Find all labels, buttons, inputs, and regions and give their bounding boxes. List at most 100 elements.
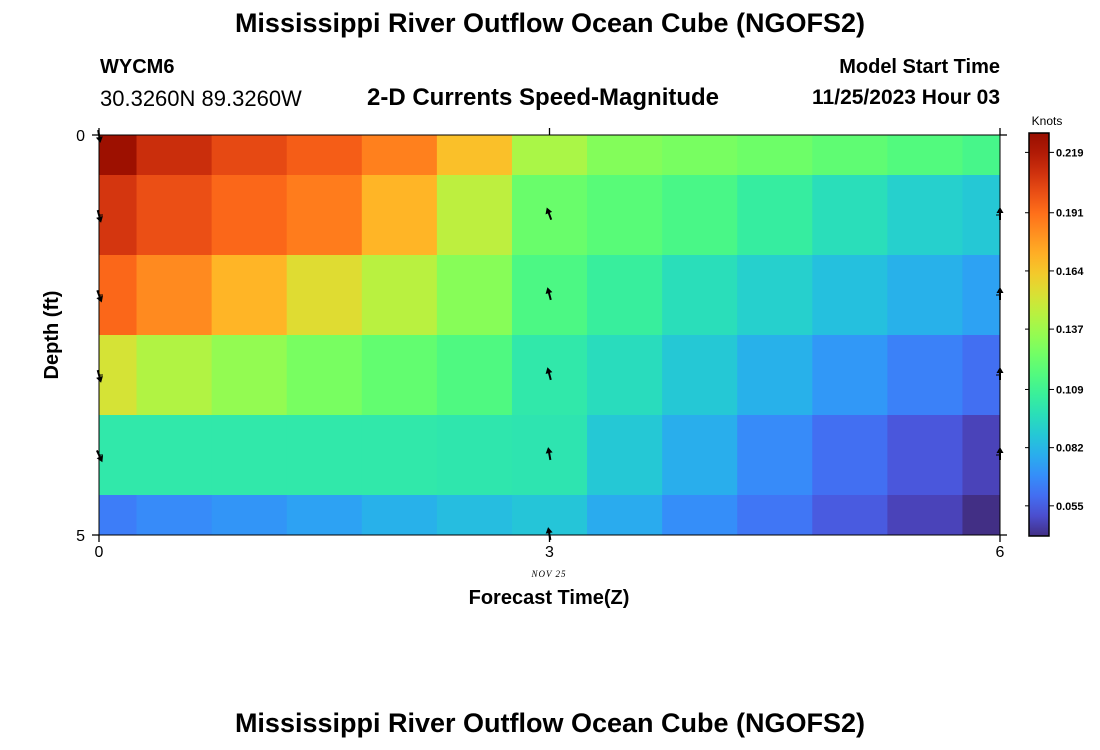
chart-title: Mississippi River Outflow Ocean Cube (NG… (234, 8, 866, 38)
heatmap-cell (812, 175, 888, 256)
heatmap-cell (286, 495, 363, 536)
heatmap-cell (587, 415, 663, 496)
heatmap-cell (436, 255, 513, 336)
heatmap-cell (286, 335, 363, 416)
heatmap-cell (436, 175, 513, 256)
heatmap-cell (361, 255, 438, 336)
current-vector-arrow (545, 447, 553, 461)
heatmap-cell (812, 255, 888, 336)
heatmap-cell (436, 495, 513, 536)
heatmap-cell (662, 335, 738, 416)
heatmap-cell (286, 175, 363, 256)
heatmap-cell (587, 135, 663, 176)
current-vector-arrow (545, 207, 553, 221)
current-vector-arrow (95, 129, 103, 143)
current-vectors (95, 129, 1004, 541)
heatmap-cell (211, 495, 288, 536)
colorbar-tick-label: 0.082 (1056, 443, 1084, 455)
heatmap-cell (962, 175, 1001, 256)
x-tick-label: 0 (95, 544, 104, 561)
heatmap-cell (99, 335, 138, 416)
heatmap-cell (99, 415, 138, 496)
heatmap-cell (737, 175, 813, 256)
heatmap-cell (99, 135, 138, 176)
current-vector-arrow (545, 287, 553, 301)
heatmap-cell (211, 135, 288, 176)
current-vector-arrow (996, 367, 1004, 380)
heatmap-cell (962, 415, 1001, 496)
heatmap-cell (962, 495, 1001, 536)
heatmap-cell (436, 335, 513, 416)
x-axis-label: Forecast Time(Z) (469, 587, 630, 609)
heatmap-cell (662, 255, 738, 336)
heatmap-cell (136, 135, 213, 176)
heatmap-cell (662, 135, 738, 176)
current-vector-arrow (996, 207, 1004, 220)
footer-title: Mississippi River Outflow Ocean Cube (NG… (234, 708, 866, 738)
heatmap-cell (887, 415, 963, 496)
heatmap-cell (286, 135, 363, 176)
heatmap-cell (962, 135, 1001, 176)
heatmap-cell (511, 135, 588, 176)
current-vector-arrow (545, 367, 553, 381)
heatmap-cell (286, 255, 363, 336)
heatmap-cell (136, 255, 213, 336)
heatmap-cell (737, 415, 813, 496)
heatmap-cell (812, 335, 888, 416)
heatmap-cell (587, 495, 663, 536)
heatmap-cells (99, 135, 1001, 536)
heatmap-cell (211, 255, 288, 336)
heatmap-cell (436, 415, 513, 496)
current-vector-arrow (96, 209, 103, 223)
heatmap-cell (962, 335, 1001, 416)
heatmap-cell (662, 415, 738, 496)
heatmap-cell (887, 495, 963, 536)
heatmap-cell (962, 255, 1001, 336)
y-tick-label: 0 (76, 128, 85, 145)
station-id: WYCM6 (100, 56, 175, 78)
heatmap-cell (361, 415, 438, 496)
heatmap-cell (812, 495, 888, 536)
heatmap-cell (211, 415, 288, 496)
colorbar (1029, 133, 1049, 536)
heatmap-cell (99, 175, 138, 256)
heatmap-cell (99, 495, 138, 536)
heatmap-cell (737, 255, 813, 336)
heatmap-cell (211, 335, 288, 416)
y-axis-label: Depth (ft) (41, 291, 63, 380)
heatmap-cell (662, 495, 738, 536)
colorbar-tick-label: 0.164 (1056, 266, 1084, 278)
station-coordinates: 30.3260N 89.3260W (100, 86, 302, 111)
heatmap-cell (887, 135, 963, 176)
x-date-label: NOV 25 (530, 569, 566, 579)
colorbar-ticks: 0.219 0.191 0.164 0.137 0.109 0.082 0.055 (1025, 147, 1084, 513)
colorbar-unit: Knots (1032, 114, 1063, 128)
heatmap-cell (737, 335, 813, 416)
heatmap-cell (812, 415, 888, 496)
heatmap-cell (887, 255, 963, 336)
current-vector-arrow (96, 369, 103, 383)
heatmap-cell (737, 135, 813, 176)
heatmap-cell (511, 495, 588, 536)
heatmap-cell (286, 415, 363, 496)
heatmap-cell (136, 415, 213, 496)
y-tick-label: 5 (76, 528, 85, 545)
current-vector-arrow (996, 287, 1004, 300)
heatmap-cell (887, 175, 963, 256)
heatmap-cell (211, 175, 288, 256)
heatmap-cell (436, 135, 513, 176)
heatmap-cell (662, 175, 738, 256)
heatmap-cell (136, 175, 213, 256)
colorbar-tick-label: 0.109 (1056, 384, 1084, 396)
x-tick-label: 6 (996, 544, 1005, 561)
heatmap-cell (361, 335, 438, 416)
heatmap-cell (99, 255, 138, 336)
heatmap-cell (887, 335, 963, 416)
heatmap-cell (587, 175, 663, 256)
current-vector-arrow (95, 450, 104, 463)
heatmap-cell (361, 135, 438, 176)
model-start-value: 11/25/2023 Hour 03 (812, 86, 1000, 109)
heatmap-cell (737, 495, 813, 536)
colorbar-tick-label: 0.191 (1056, 208, 1084, 220)
